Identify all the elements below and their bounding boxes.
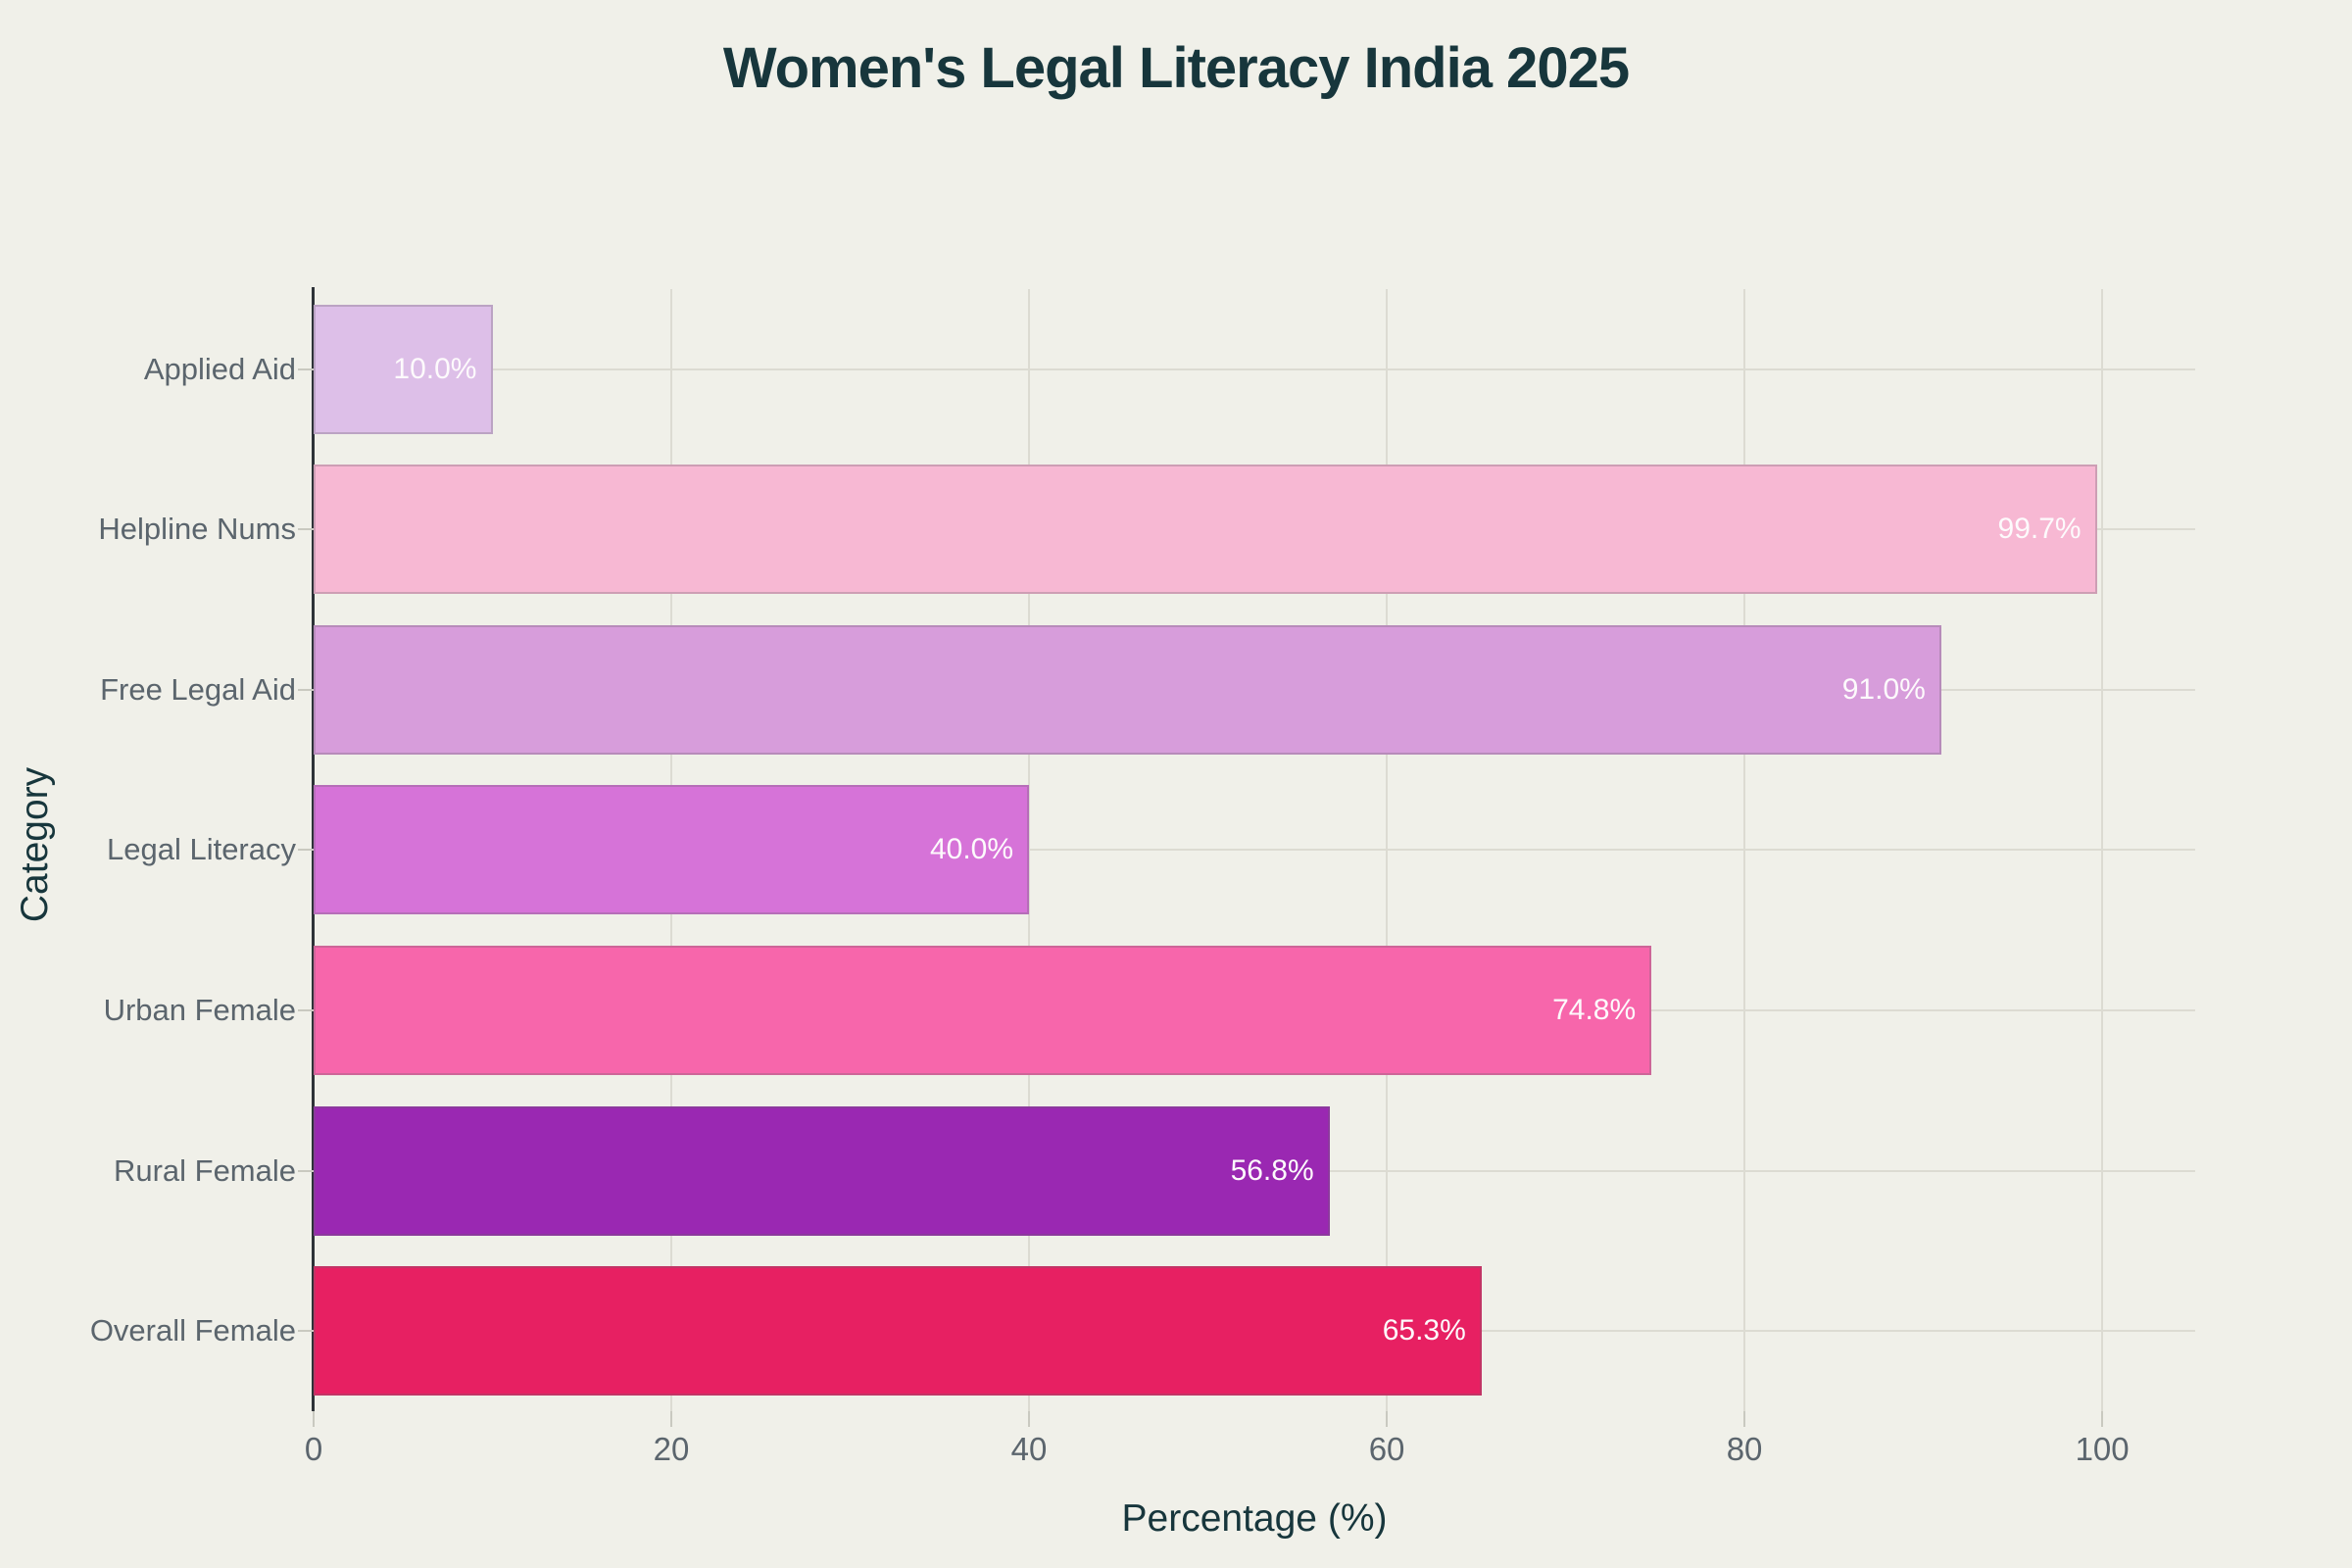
x-tick-mark-100	[2101, 1411, 2104, 1427]
bar-value-label-rural-female: 56.8%	[1230, 1153, 1314, 1187]
bar-helpline-nums: 99.7%	[314, 465, 2097, 595]
bar-applied-aid: 10.0%	[314, 304, 493, 434]
bar-legal-literacy: 40.0%	[314, 785, 1030, 915]
category-label-urban-female: Urban Female	[103, 993, 296, 1028]
y-tick-mark-helpline-nums	[298, 528, 314, 531]
y-tick-mark-rural-female	[298, 1169, 314, 1172]
category-label-rural-female: Rural Female	[113, 1152, 296, 1188]
plot-area: Applied Aid 10.0% Helpline Nums 99.7% Free L…	[90, 289, 2195, 1411]
bar-value-label-urban-female: 74.8%	[1552, 994, 1637, 1027]
bar-urban-female: 74.8%	[314, 946, 1652, 1076]
y-axis-title: Category	[14, 766, 56, 923]
bar-row-helpline-nums: Helpline Nums 99.7%	[98, 450, 2195, 611]
bar-value-label-helpline-nums: 99.7%	[1997, 513, 2082, 546]
category-label-helpline-nums: Helpline Nums	[98, 512, 296, 547]
category-label-free-legal-aid: Free Legal Aid	[100, 671, 296, 707]
bar-value-label-overall-female: 65.3%	[1382, 1314, 1466, 1348]
x-tick-label-80: 80	[1726, 1431, 1763, 1467]
bar-row-free-legal-aid: Free Legal Aid 91.0%	[100, 610, 2195, 770]
x-tick-mark-40	[1028, 1411, 1031, 1427]
category-label-applied-aid: Applied Aid	[143, 351, 296, 386]
x-axis-title: Percentage (%)	[1121, 1497, 1388, 1540]
bar-overall-female: 65.3%	[314, 1266, 1482, 1396]
category-label-legal-literacy: Legal Literacy	[106, 832, 296, 867]
bar-value-label-applied-aid: 10.0%	[393, 352, 477, 385]
bar-row-legal-literacy: Legal Literacy 40.0%	[107, 770, 2195, 931]
y-tick-mark-free-legal-aid	[298, 688, 314, 691]
x-tick-label-60: 60	[1368, 1431, 1405, 1467]
x-tick-label-40: 40	[1010, 1431, 1048, 1467]
y-tick-mark-legal-literacy	[298, 849, 314, 852]
bar-row-overall-female: Overall Female 65.3%	[90, 1250, 2195, 1411]
y-tick-mark-urban-female	[298, 1009, 314, 1012]
x-tick-mark-80	[1743, 1411, 1746, 1427]
bar-value-label-legal-literacy: 40.0%	[929, 833, 1014, 866]
bar-row-urban-female: Urban Female 74.8%	[104, 930, 2195, 1091]
x-tick-mark-60	[1386, 1411, 1389, 1427]
y-gridline-applied-aid	[314, 368, 2195, 370]
y-gridline-legal-literacy	[314, 849, 2195, 852]
bar-rural-female: 56.8%	[314, 1105, 1330, 1236]
category-label-overall-female: Overall Female	[89, 1313, 296, 1348]
y-tick-mark-applied-aid	[298, 368, 314, 370]
chart-title: Women's Legal Literacy India 2025	[722, 36, 1630, 100]
x-tick-label-0: 0	[304, 1431, 323, 1467]
x-tick-mark-20	[670, 1411, 673, 1427]
bar-free-legal-aid: 91.0%	[314, 624, 1941, 755]
y-tick-mark-overall-female	[298, 1330, 314, 1333]
bar-row-rural-female: Rural Female 56.8%	[114, 1091, 2195, 1251]
bar-value-label-free-legal-aid: 91.0%	[1841, 672, 1926, 706]
x-tick-label-20: 20	[653, 1431, 690, 1467]
bar-row-applied-aid: Applied Aid 10.0%	[144, 289, 2195, 450]
x-tick-label-100: 100	[2075, 1431, 2130, 1467]
x-tick-mark-0	[313, 1411, 315, 1427]
